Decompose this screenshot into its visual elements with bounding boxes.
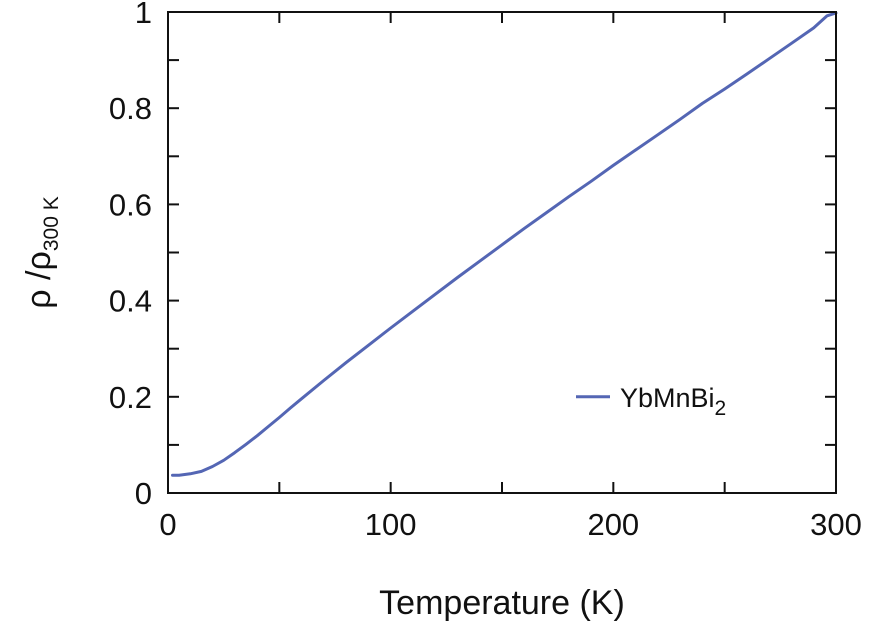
ticks-layer (167, 11, 837, 494)
y-axis-title: ρ /ρ300 K (20, 196, 63, 308)
legend-label-subscript: 2 (715, 397, 727, 420)
y-axis-title-symbol: ρ /ρ (20, 251, 58, 309)
legend: YbMnBi2 (576, 383, 726, 420)
x-tick-label: 100 (365, 507, 417, 542)
x-tick-label: 200 (587, 507, 639, 542)
y-tick-label: 0.8 (109, 91, 152, 126)
y-tick-label: 0 (135, 476, 152, 511)
tick-labels-layer: 0 100 200 300 0 0.2 0.4 0.6 0.8 1 (109, 0, 862, 542)
y-tick-label: 1 (135, 0, 152, 30)
x-tick-label: 0 (159, 507, 176, 542)
plot-frame (167, 11, 837, 494)
series-line (171, 11, 838, 477)
y-axis-title-subscript: 300 K (40, 196, 63, 251)
legend-label: YbMnBi2 (620, 383, 726, 420)
y-tick-label: 0.6 (109, 187, 152, 222)
x-axis-title: Temperature (K) (379, 584, 625, 621)
y-tick-label: 0.2 (109, 380, 152, 415)
legend-label-base: YbMnBi (620, 383, 715, 413)
y-tick-label: 0.4 (109, 284, 152, 319)
x-tick-label: 300 (810, 507, 862, 542)
series-layer (171, 11, 838, 477)
